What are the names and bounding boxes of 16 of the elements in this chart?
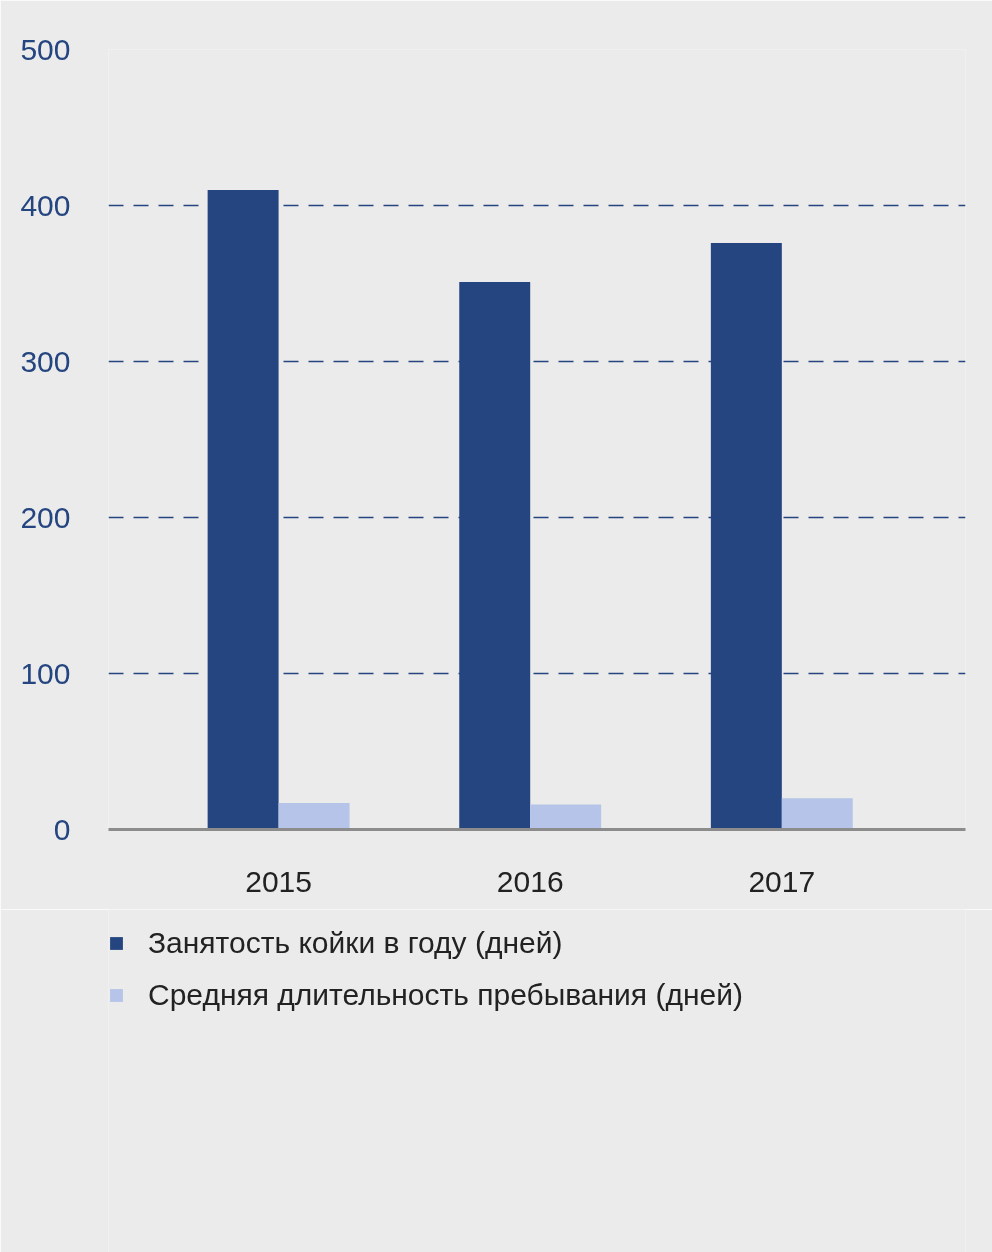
- x-tick-label: 2016: [496, 864, 564, 898]
- bar: [459, 281, 531, 830]
- x-tick-label: 2015: [245, 864, 312, 898]
- legend-label: Занятость койки в году (дней): [148, 926, 563, 960]
- bar: [781, 798, 853, 830]
- y-tick-label: 300: [20, 344, 71, 378]
- bar: [530, 804, 602, 830]
- x-tick-label: 2017: [748, 864, 816, 898]
- y-tick-label: 500: [20, 32, 71, 66]
- y-tick-label: 200: [20, 500, 71, 534]
- bar: [278, 802, 350, 830]
- y-tick-label: 100: [20, 656, 71, 690]
- legend-label: Средняя длительность пребывания (дней): [148, 978, 743, 1012]
- bar: [207, 189, 279, 830]
- y-tick-label: 400: [20, 188, 71, 222]
- y-tick-label: 0: [53, 812, 71, 846]
